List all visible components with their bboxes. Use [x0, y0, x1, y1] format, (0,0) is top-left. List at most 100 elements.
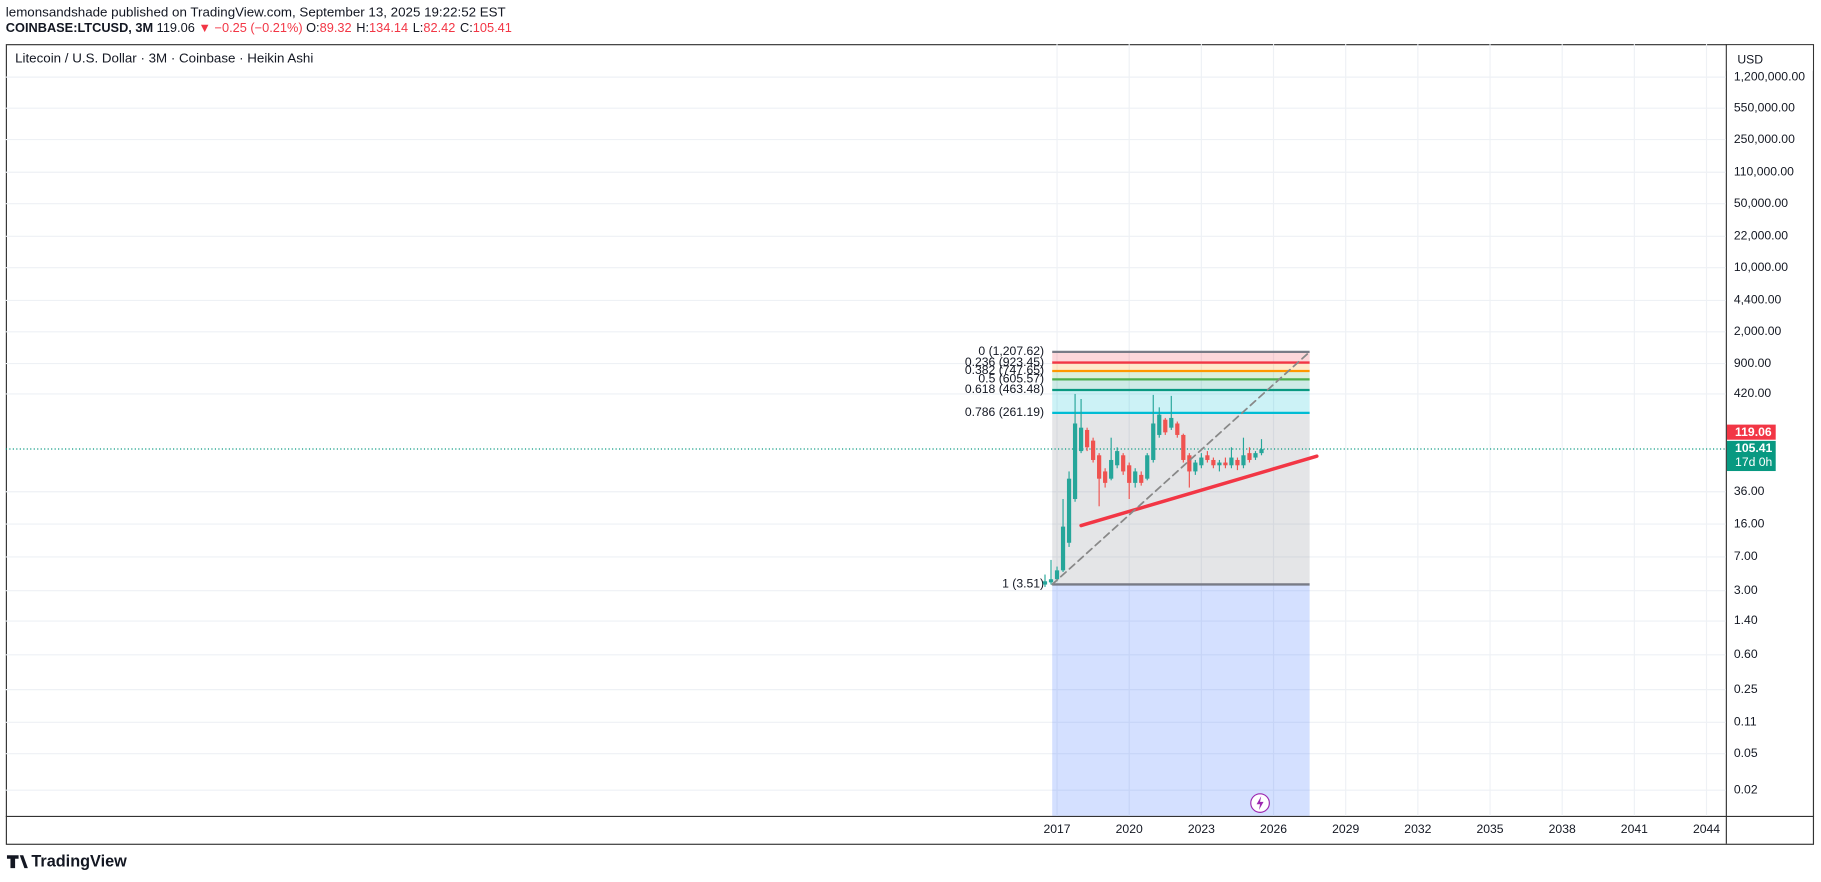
ohlc-value: 82.42: [423, 20, 455, 35]
symbol: COINBASE:LTCUSD, 3M: [6, 20, 153, 35]
x-tick-label: 2035: [1476, 822, 1503, 836]
y-tick-label: 0.60: [1734, 647, 1758, 661]
y-tick-label: 0.05: [1734, 746, 1758, 760]
candle-body: [1169, 417, 1174, 428]
candle-body: [1066, 478, 1072, 543]
candle-body: [1211, 459, 1216, 466]
candle-body: [1217, 462, 1222, 466]
candle-body: [1199, 457, 1204, 466]
ohlc-value: 89.32: [320, 20, 352, 35]
brand-logo: [6, 855, 28, 869]
y-tick-label: 1,200,000.00: [1734, 69, 1805, 83]
currency: USD: [1737, 53, 1763, 67]
price-label-box: [1726, 424, 1776, 440]
fib-band: [1052, 412, 1310, 585]
currency-box: [1726, 45, 1813, 71]
fib-label: 0.5 (605.57): [978, 372, 1044, 386]
candle-body: [1163, 419, 1168, 433]
trendline: [1079, 454, 1319, 528]
y-tick-label: 7.00: [1734, 549, 1758, 563]
candle-body: [1078, 427, 1084, 452]
fib-band: [1052, 584, 1310, 816]
candle-body: [1175, 423, 1180, 435]
y-tick-label: 22,000.00: [1734, 229, 1788, 243]
symbol-line: COINBASE:LTCUSD, 3M 119.06 ▼ −0.25 (−0.2…: [6, 20, 512, 35]
candle-body: [1091, 440, 1096, 460]
fib-label: 1 (3.51): [1002, 577, 1044, 591]
trendline: [1051, 351, 1311, 586]
x-tick-label: 2038: [1549, 822, 1576, 836]
ohlc-label: H:: [356, 20, 369, 35]
candle-body: [1253, 453, 1258, 458]
ohlc-label: L:: [413, 20, 424, 35]
candle-body: [1235, 459, 1240, 466]
candle-body: [1060, 526, 1066, 571]
candle-body: [1048, 579, 1054, 583]
candle-body: [1157, 414, 1162, 435]
fib-band: [1052, 390, 1310, 413]
countdown-label: 17d 0h: [1735, 455, 1772, 469]
x-tick-label: 2023: [1188, 822, 1215, 836]
candle-body: [1151, 423, 1156, 460]
x-tick-label: 2041: [1621, 822, 1648, 836]
ohlc-label: O:: [306, 20, 319, 35]
candle-body: [1054, 570, 1060, 580]
y-tick-label: 50,000.00: [1734, 196, 1788, 210]
y-tick-label: 550,000.00: [1734, 100, 1795, 114]
y-tick-label: 420.00: [1734, 386, 1771, 400]
x-tick-label: 2026: [1260, 822, 1287, 836]
last-price: 119.06: [157, 20, 195, 35]
candle-body: [1084, 429, 1090, 448]
y-tick-label: 0.11: [1734, 715, 1757, 729]
candle-body: [1072, 423, 1078, 500]
y-tick-label: 36.00: [1734, 484, 1765, 498]
candle-body: [1127, 465, 1132, 483]
x-tick-label: 2017: [1043, 822, 1070, 836]
y-tick-label: 250,000.00: [1734, 132, 1795, 146]
y-tick-label: 10,000.00: [1734, 260, 1788, 274]
candle-body: [1145, 455, 1150, 479]
fib-label: 0.618 (463.48): [965, 382, 1044, 396]
fib-band: [1052, 379, 1310, 391]
author-line: lemonsandshade published on TradingView.…: [6, 4, 506, 19]
fib-band: [1052, 370, 1310, 380]
y-tick-label: 900.00: [1734, 356, 1771, 370]
price-label-box: [1726, 440, 1776, 472]
candle-body: [1223, 462, 1228, 466]
candle-body: [1097, 455, 1102, 479]
x-tick-label: 2029: [1332, 822, 1359, 836]
x-tick-label: 2032: [1404, 822, 1431, 836]
plot: 0 (1,207.62)0.236 (923.45)0.382 (747.65)…: [5, 44, 1726, 816]
ohlc-label: C:: [460, 20, 473, 35]
fib-label: 0.382 (747.65): [965, 363, 1044, 377]
y-tick-label: 110,000.00: [1734, 164, 1794, 178]
candle-body: [1109, 459, 1114, 479]
candle-body: [1247, 453, 1252, 460]
y-tick-label: 2,000.00: [1734, 324, 1782, 338]
ohlc: O:89.32 H:134.14 L:82.42 C:105.41: [306, 20, 512, 35]
candle-body: [1205, 455, 1210, 460]
y-tick-label: 16.00: [1734, 516, 1765, 530]
candle-body: [1139, 474, 1144, 483]
candle-body: [1229, 457, 1234, 466]
candle-body: [1115, 451, 1120, 466]
candle-body: [1187, 455, 1192, 472]
brand: TradingView: [31, 853, 127, 871]
candle-body: [1133, 471, 1138, 483]
y-tick-label: 0.02: [1734, 782, 1758, 796]
frame: [5, 44, 1815, 845]
fib-band: [1052, 362, 1310, 371]
x-tick-label: 2020: [1116, 822, 1143, 836]
candle-body: [1193, 462, 1198, 472]
y-tick-label: 3.00: [1734, 583, 1758, 597]
price-label: 105.41: [1735, 441, 1772, 455]
fib-label: 0 (1,207.62): [978, 344, 1044, 358]
fib-label: 0.236 (923.45): [965, 355, 1044, 369]
event-icon-bolt: [1256, 796, 1264, 811]
y-tick-label: 4,400.00: [1734, 293, 1782, 307]
ohlc-value: 134.14: [369, 20, 408, 35]
fib-label: 0.786 (261.19): [965, 405, 1044, 419]
y-tick-label: 0.25: [1734, 682, 1758, 696]
y-tick-label: 1.40: [1734, 613, 1758, 627]
